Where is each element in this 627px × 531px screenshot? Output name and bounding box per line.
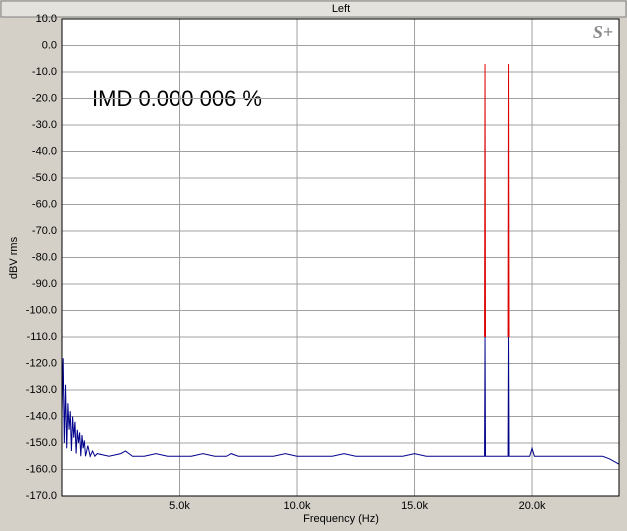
- y-tick-label: -150.0: [26, 437, 57, 449]
- y-tick-label: 0.0: [42, 39, 57, 51]
- x-tick-label: 10.0k: [284, 500, 311, 512]
- y-tick-label: -120.0: [26, 357, 57, 369]
- y-axis-label: dBV rms: [8, 236, 20, 279]
- title-bar: [0, 0, 627, 18]
- series-line: [61, 336, 620, 465]
- y-tick-label: -90.0: [32, 278, 57, 290]
- plot-border: [61, 18, 620, 497]
- y-tick-label: -20.0: [32, 92, 57, 104]
- y-tick-label: -40.0: [32, 145, 57, 157]
- y-tick-label: -60.0: [32, 198, 57, 210]
- x-axis-label: Frequency (Hz): [303, 513, 379, 525]
- y-tick-label: -110.0: [27, 331, 57, 343]
- y-tick-label: -100.0: [26, 304, 57, 316]
- x-tick-label: 15.0k: [401, 500, 428, 512]
- series-line: [507, 64, 510, 338]
- y-tick-label: -30.0: [32, 119, 57, 131]
- series-line: [484, 64, 487, 338]
- y-tick-label: -130.0: [26, 384, 57, 396]
- logo: S+: [593, 22, 613, 42]
- y-tick-label: -50.0: [32, 172, 57, 184]
- x-tick-label: 20.0k: [519, 500, 546, 512]
- chart-title: Left: [332, 3, 350, 15]
- y-tick-label: -160.0: [26, 463, 57, 475]
- y-tick-label: -140.0: [26, 410, 57, 422]
- x-tick-label: 5.0k: [169, 500, 190, 512]
- y-tick-label: -170.0: [26, 490, 57, 502]
- y-tick-label: 10.0: [36, 13, 57, 25]
- y-tick-label: -10.0: [32, 66, 57, 78]
- y-tick-label: -70.0: [32, 225, 57, 237]
- y-tick-label: -80.0: [32, 251, 57, 263]
